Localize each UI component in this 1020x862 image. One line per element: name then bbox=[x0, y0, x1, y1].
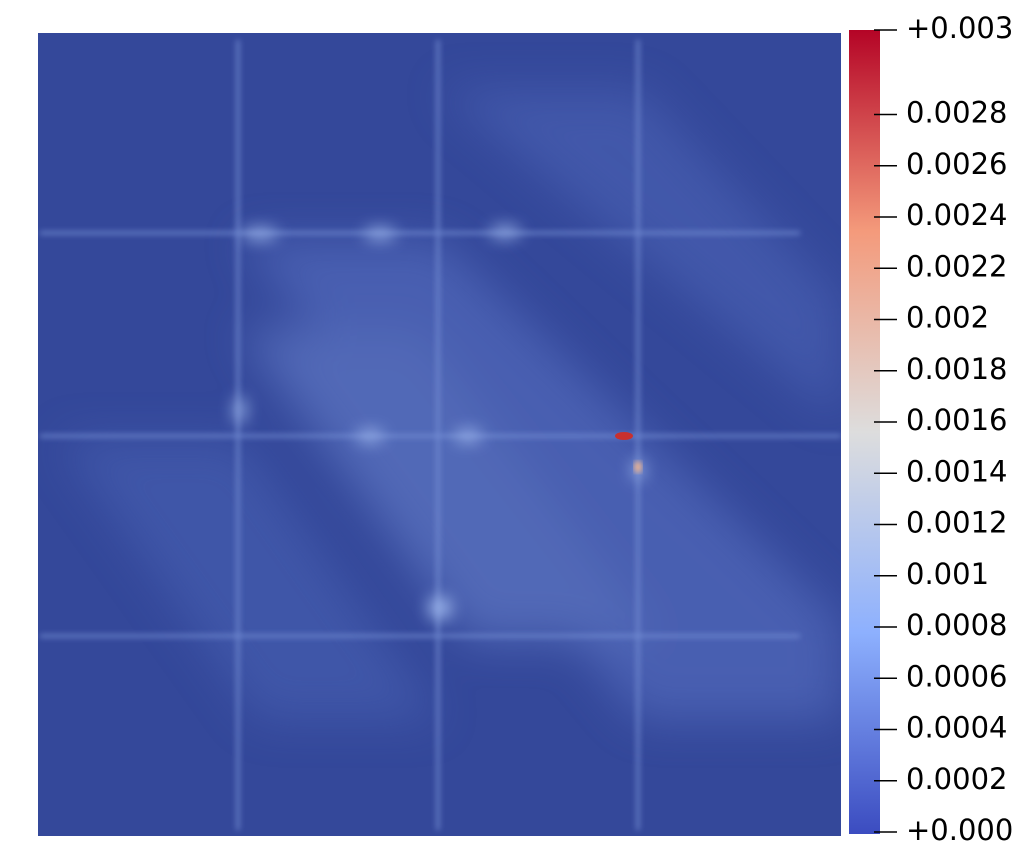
hotspot bbox=[615, 432, 633, 440]
tick-label: 0.0002 bbox=[906, 762, 1007, 796]
tick-label: 0.0026 bbox=[906, 147, 1007, 181]
tick-label: 0.0014 bbox=[906, 454, 1007, 488]
colorbar-ticks: +0.000 0.0002 0.0004 0.0006 0.0008 0.001 0.001… bbox=[874, 11, 1013, 847]
tick-label: 0.0018 bbox=[906, 352, 1007, 386]
field-plot bbox=[38, 33, 841, 836]
colorbar bbox=[849, 30, 880, 834]
tick-label: +0.003 bbox=[906, 11, 1013, 45]
tick-label: 0.0008 bbox=[906, 608, 1007, 642]
tick-label: 0.0004 bbox=[906, 711, 1007, 745]
tick-label: 0.0028 bbox=[906, 96, 1007, 130]
tick-label: 0.0016 bbox=[906, 403, 1007, 437]
tick-label: 0.0024 bbox=[906, 198, 1007, 232]
tick-label: 0.0022 bbox=[906, 249, 1007, 283]
tick-label: 0.0006 bbox=[906, 659, 1007, 693]
tick-label: +0.000 bbox=[906, 813, 1013, 847]
tick-label: 0.0012 bbox=[906, 506, 1007, 540]
tick-label: 0.001 bbox=[906, 557, 989, 591]
tick-label: 0.002 bbox=[906, 301, 989, 335]
